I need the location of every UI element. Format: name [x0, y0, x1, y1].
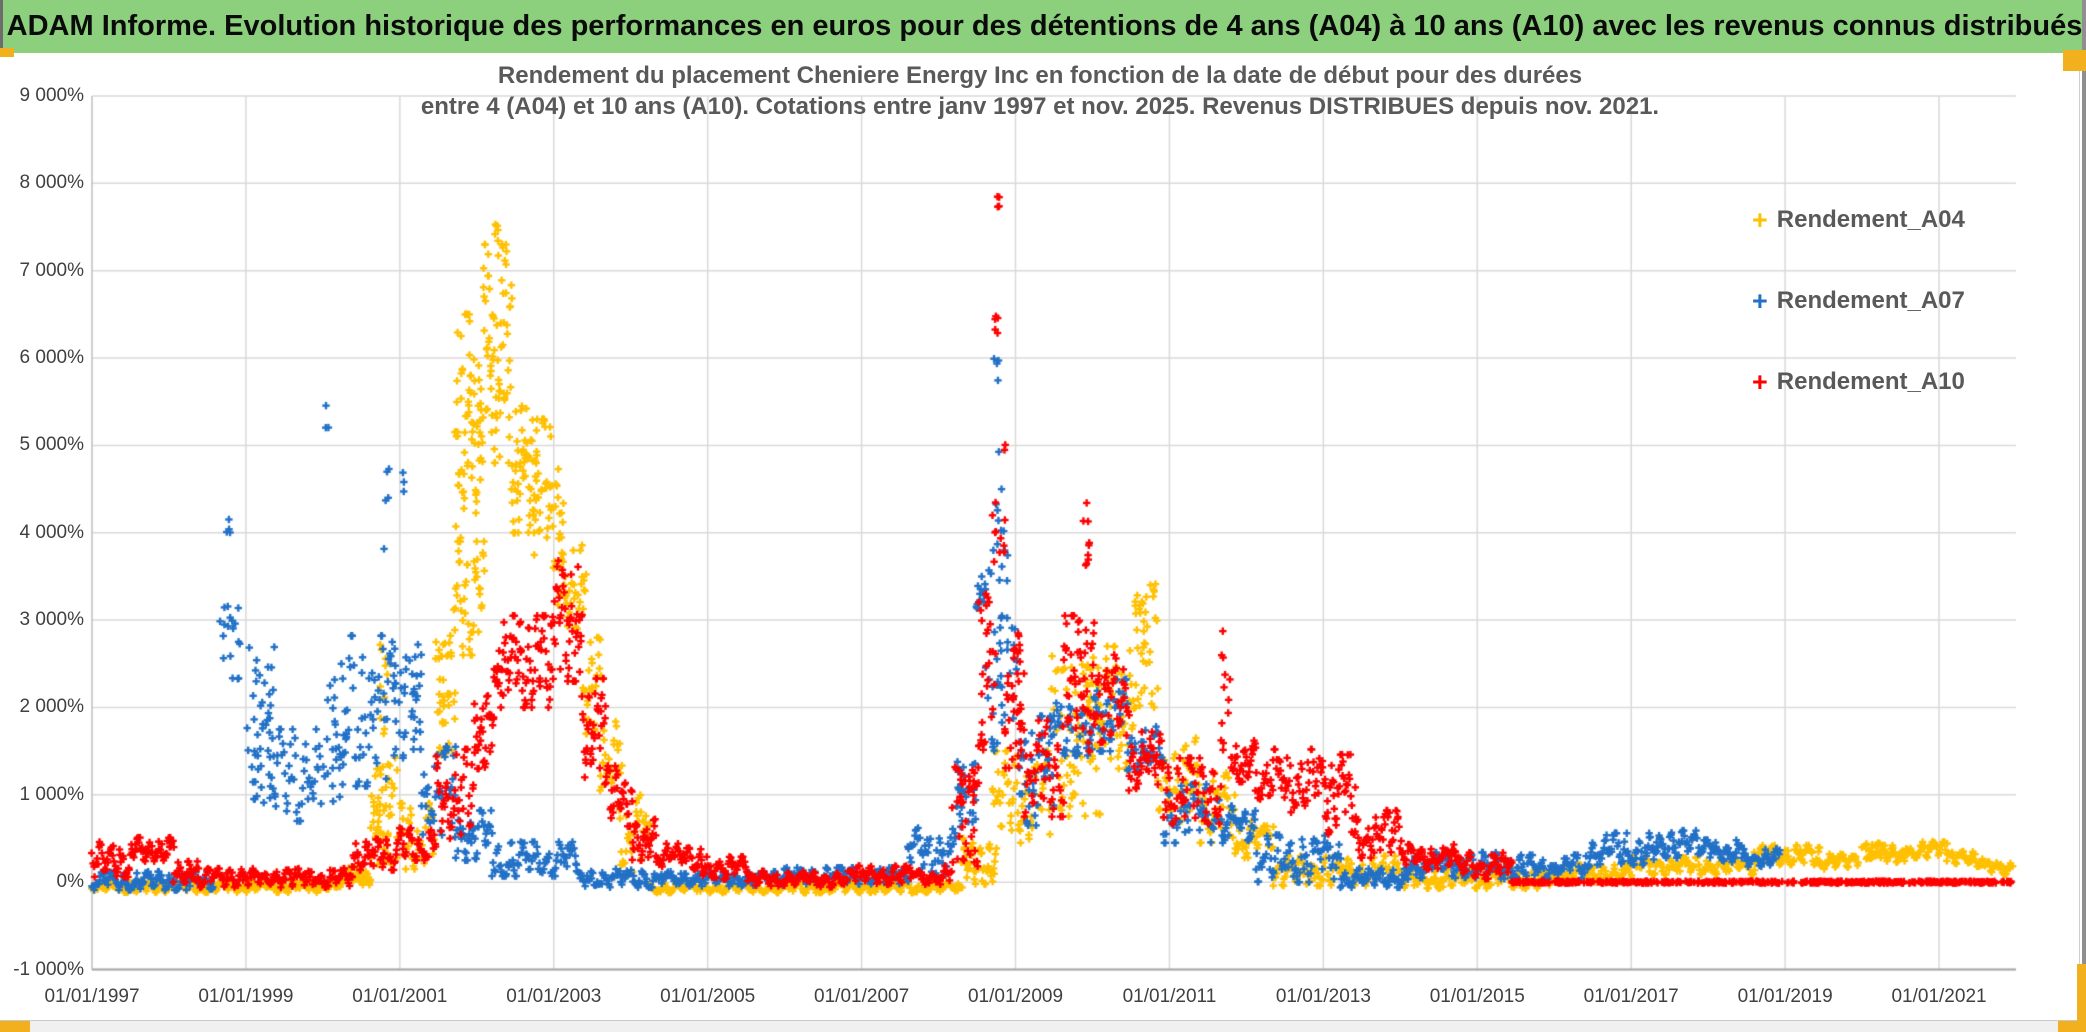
x-tick-label: 01/01/2019 — [1737, 986, 1833, 1007]
plus-marker-icon: + — [1752, 204, 1768, 235]
bottom-strip — [0, 1021, 2086, 1032]
y-tick-label: 0% — [56, 871, 84, 893]
y-tick-label: 4 000% — [19, 521, 84, 543]
y-tick-label: -1 000% — [13, 958, 84, 980]
y-tick-label: 2 000% — [19, 696, 84, 718]
x-tick-label: 01/01/2001 — [352, 986, 448, 1007]
legend-label-a04: Rendement_A04 — [1776, 206, 1965, 233]
selection-corner-bottom-right — [2077, 964, 2086, 1032]
chart-title-line1: Rendement du placement Cheniere Energy I… — [497, 62, 1583, 89]
y-tick-label: 7 000% — [19, 259, 84, 281]
selection-corner-top-left — [0, 48, 14, 57]
selection-corner-bottom-left — [0, 1021, 30, 1032]
y-tick-label: 1 000% — [19, 783, 84, 805]
selection-corner-bottom-right — [2058, 1021, 2086, 1032]
x-tick-label: 01/01/2017 — [1583, 986, 1679, 1007]
legend-label-a10: Rendement_A10 — [1776, 368, 1965, 395]
x-tick-label: 01/01/2007 — [814, 986, 910, 1007]
y-tick-label: 5 000% — [19, 434, 84, 456]
chart-title: Rendement du placement Cheniere Energy I… — [400, 60, 1680, 122]
legend-label-a07: Rendement_A07 — [1776, 287, 1965, 314]
window-edge-dark — [2082, 0, 2086, 966]
bottom-separator-line — [0, 1020, 2086, 1021]
window-edge-line — [2079, 53, 2080, 965]
legend-item-a10: + Rendement_A10 — [1752, 368, 1965, 396]
x-tick-label: 01/01/2005 — [660, 986, 756, 1007]
selection-corner-top-right — [2063, 50, 2086, 71]
x-tick-label: 01/01/2011 — [1122, 986, 1217, 1007]
y-tick-label: 3 000% — [19, 609, 84, 631]
x-tick-label: 01/01/2009 — [967, 986, 1064, 1007]
y-tick-label: 6 000% — [19, 347, 84, 369]
chart-title-line2: entre 4 (A04) et 10 ans (A10). Cotations… — [420, 93, 1660, 120]
x-tick-label: 01/01/2021 — [1891, 986, 1987, 1007]
x-tick-label: 01/01/1997 — [44, 986, 140, 1007]
x-tick-label: 01/01/1999 — [198, 986, 294, 1007]
y-tick-label: 8 000% — [19, 172, 84, 194]
x-tick-label: 01/01/2003 — [506, 986, 602, 1007]
x-tick-label: 01/01/2013 — [1275, 986, 1371, 1007]
y-tick-label: 9 000% — [19, 85, 84, 106]
legend-item-a04: + Rendement_A04 — [1752, 206, 1965, 234]
x-tick-label: 01/01/2015 — [1429, 986, 1525, 1007]
plus-marker-icon: + — [1752, 366, 1768, 397]
legend-item-a07: + Rendement_A07 — [1752, 287, 1965, 315]
plus-marker-icon: + — [1752, 285, 1768, 316]
